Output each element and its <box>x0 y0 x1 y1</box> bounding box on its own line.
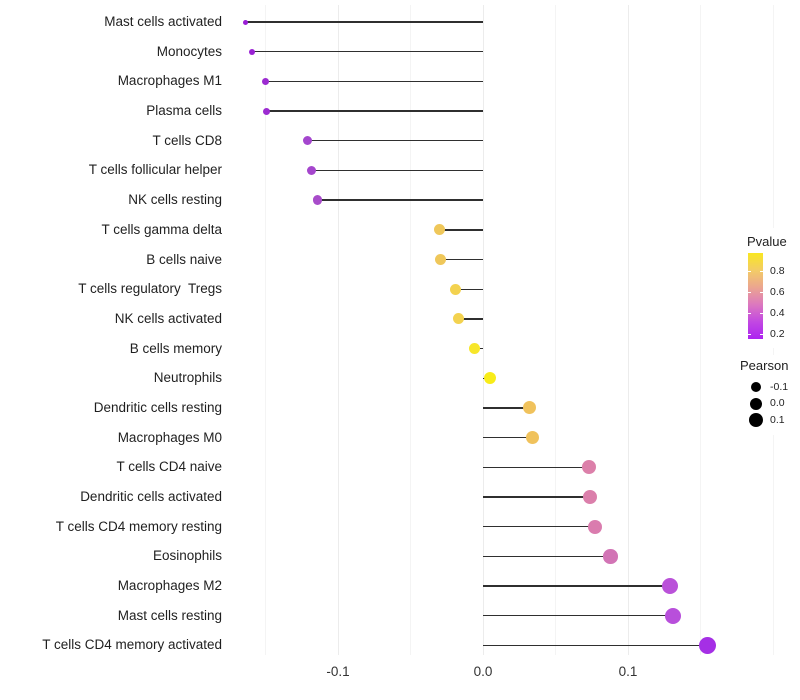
lollipop-stem <box>455 288 483 290</box>
pvalue-legend: Pvalue 0.8 0.6 0.4 0.2 <box>735 228 800 348</box>
lollipop-dot <box>699 636 717 654</box>
pearson-size-dot <box>750 397 762 410</box>
lollipop-stem <box>266 110 483 112</box>
pvalue-tick-mark <box>760 334 763 335</box>
lollipop-stem <box>265 80 483 83</box>
pearson-size-dot <box>751 382 761 392</box>
category-label: T cells CD8 <box>152 132 222 148</box>
pvalue-tick-label: 0.2 <box>770 327 785 340</box>
lollipop-dot <box>452 313 464 325</box>
gridline <box>555 5 556 655</box>
category-label: T cells gamma delta <box>101 221 222 237</box>
lollipop-stem <box>483 526 595 528</box>
category-label: Mast cells resting <box>117 607 222 623</box>
pvalue-tick-label: 0.6 <box>770 285 785 298</box>
lollipop-stem <box>440 258 483 261</box>
lollipop-stem <box>317 199 483 201</box>
lollipop-stem <box>483 436 533 439</box>
pvalue-tick-mark <box>748 271 751 272</box>
pvalue-tick-label: 0.4 <box>770 306 785 319</box>
pearson-legend-title: Pearson <box>740 358 789 373</box>
pvalue-tick-label: 0.8 <box>770 264 785 277</box>
pvalue-tick-mark <box>748 292 751 293</box>
pearson-size-label: 0.1 <box>770 413 785 426</box>
lollipop-dot <box>583 490 598 505</box>
category-label: Eosinophils <box>152 548 222 564</box>
category-label: Macrophages M2 <box>117 578 222 594</box>
category-label: NK cells activated <box>114 310 222 326</box>
pvalue-tick-mark <box>760 313 763 314</box>
lollipop-dot <box>262 77 269 85</box>
pvalue-tick-mark <box>748 334 751 335</box>
lollipop-dot <box>307 165 317 175</box>
pvalue-legend-title: Pvalue <box>747 234 787 249</box>
lollipop-stem <box>483 496 591 498</box>
x-axis-tick-label: 0.1 <box>618 664 638 679</box>
gridline <box>482 5 484 655</box>
gridline <box>627 5 629 655</box>
category-label: Dendritic cells resting <box>93 399 222 415</box>
category-label: T cells regulatory Tregs <box>78 281 222 297</box>
lollipop-stem <box>483 555 611 558</box>
lollipop-stem <box>307 140 483 142</box>
lollipop-dot <box>662 578 679 595</box>
lollipop-dot <box>435 254 447 266</box>
category-label: Plasma cells <box>146 103 222 119</box>
lollipop-stem <box>483 407 530 409</box>
category-label: Macrophages M1 <box>117 73 222 89</box>
lollipop-dot <box>249 48 256 55</box>
lollipop-stem <box>483 585 671 587</box>
lollipop-dot <box>581 460 596 475</box>
lollipop-dot <box>664 607 681 624</box>
lollipop-dot <box>468 342 481 355</box>
x-axis-tick-label: 0.0 <box>473 664 493 679</box>
category-label: Monocytes <box>156 43 222 59</box>
category-label: B cells naive <box>146 251 222 267</box>
lollipop-dot <box>263 107 271 115</box>
pearson-size-label: 0.0 <box>770 397 785 409</box>
lollipop-stem <box>458 318 483 320</box>
gridline <box>700 5 701 655</box>
category-label: Macrophages M0 <box>117 429 222 445</box>
category-label: NK cells resting <box>128 192 222 208</box>
lollipop-stem <box>311 169 483 172</box>
lollipop-stem <box>483 644 708 647</box>
lollipop-stem <box>483 466 589 469</box>
pvalue-tick-mark <box>760 271 763 272</box>
lollipop-stem <box>439 229 483 231</box>
lollipop-dot <box>525 431 539 445</box>
category-label: T cells follicular helper <box>88 162 222 178</box>
lollipop-stem <box>483 615 673 617</box>
lollipop-dot <box>484 372 497 385</box>
lollipop-dot <box>449 283 461 295</box>
gridline <box>337 5 339 655</box>
lollipop-dot <box>587 519 602 534</box>
lollipop-stem <box>245 21 483 23</box>
lollipop-dot <box>312 195 323 205</box>
pearson-size-dot <box>749 413 763 427</box>
lollipop-dot <box>434 224 445 236</box>
lollipop-dot <box>303 136 313 146</box>
lollipop-dot <box>522 401 536 415</box>
category-label: T cells CD4 memory resting <box>55 518 222 534</box>
pvalue-tick-mark <box>760 292 763 293</box>
gridline <box>410 5 411 655</box>
category-label: Dendritic cells activated <box>80 489 222 505</box>
lollipop-stem <box>252 50 483 53</box>
pearson-legend: Pearson -0.1 0.0 0.1 <box>732 355 800 435</box>
lollipop-dot <box>603 549 618 564</box>
gridline <box>265 5 266 655</box>
pvalue-tick-mark <box>748 313 751 314</box>
pearson-size-label: -0.1 <box>770 380 789 393</box>
category-label: T cells CD4 naive <box>116 459 222 475</box>
category-label: Neutrophils <box>153 370 222 386</box>
category-label: Mast cells activated <box>104 14 222 29</box>
category-label: T cells CD4 memory activated <box>42 637 222 653</box>
pvalue-gradient-bar <box>748 253 763 339</box>
lollipop-dot <box>242 19 248 25</box>
x-axis-tick-label: -0.1 <box>326 664 350 679</box>
category-label: B cells memory <box>129 340 222 356</box>
